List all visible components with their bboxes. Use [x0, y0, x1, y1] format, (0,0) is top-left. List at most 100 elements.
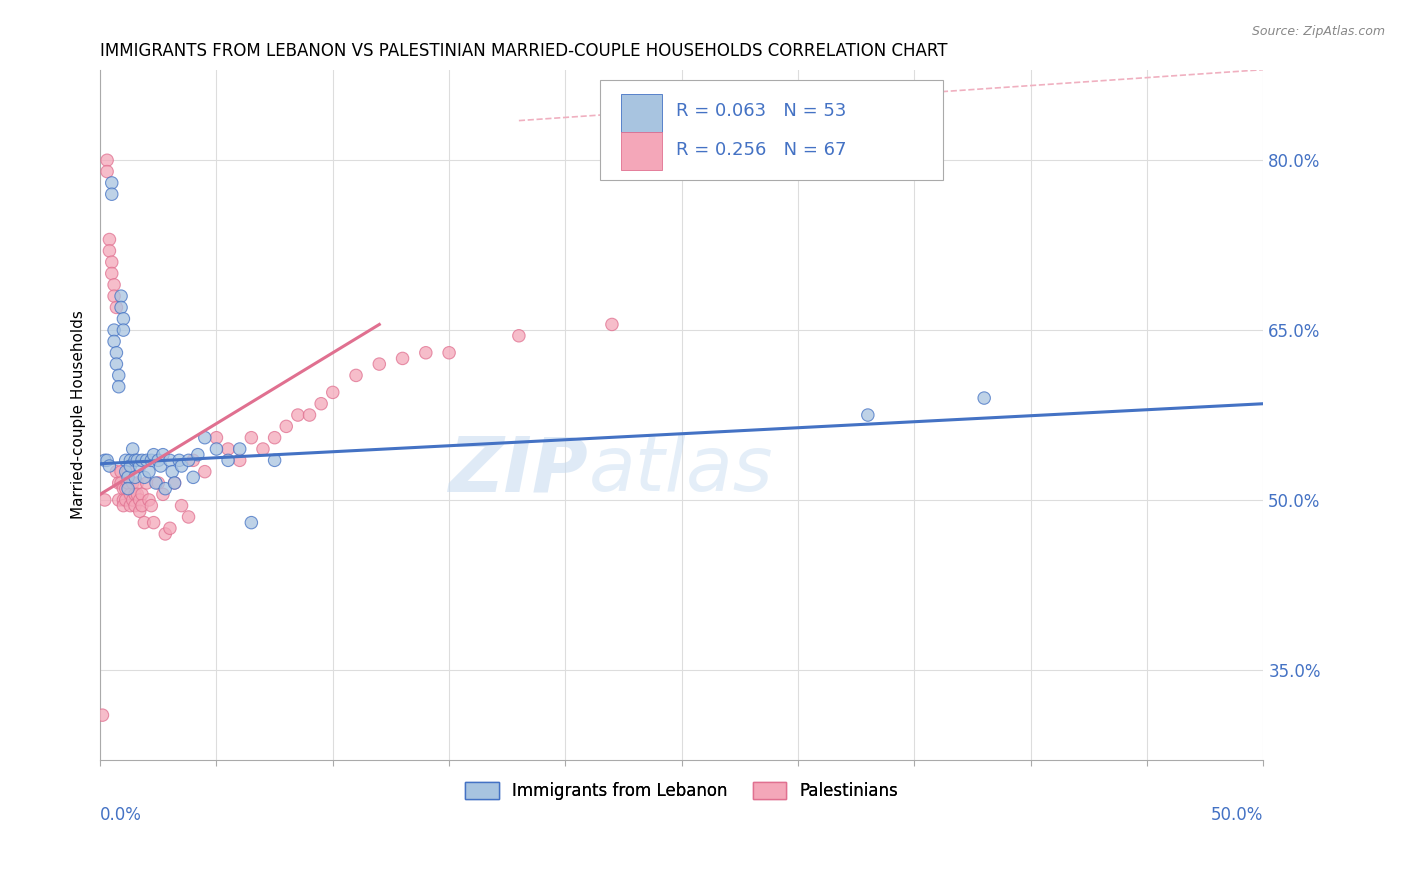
Point: [100, 255, 122, 269]
Point: [121, 475, 143, 490]
Point: [240, 431, 263, 445]
Y-axis label: Married-couple Households: Married-couple Households: [72, 310, 86, 519]
Point: [194, 465, 217, 479]
FancyBboxPatch shape: [621, 94, 662, 132]
Text: R = 0.063   N = 53: R = 0.063 N = 53: [676, 102, 846, 120]
Point: [107, 475, 129, 490]
Point: [96, 153, 118, 168]
Legend: Immigrants from Lebanon, Palestinians: Immigrants from Lebanon, Palestinians: [465, 782, 898, 800]
Text: 50.0%: 50.0%: [1211, 805, 1264, 823]
Point: [391, 351, 413, 366]
Point: [194, 431, 217, 445]
Point: [148, 453, 170, 467]
Point: [112, 499, 135, 513]
Point: [112, 493, 135, 508]
Point: [120, 487, 142, 501]
Point: [105, 357, 128, 371]
Point: [170, 499, 193, 513]
Point: [149, 458, 172, 473]
Point: [159, 453, 181, 467]
Point: [141, 499, 163, 513]
Point: [128, 493, 150, 508]
Point: [167, 453, 190, 467]
Point: [973, 391, 995, 405]
Point: [163, 475, 186, 490]
Point: [263, 453, 285, 467]
Point: [368, 357, 391, 371]
Point: [508, 328, 530, 343]
Point: [112, 311, 135, 326]
Point: [128, 458, 150, 473]
Point: [240, 516, 263, 530]
FancyBboxPatch shape: [621, 132, 662, 169]
Text: R = 0.256   N = 67: R = 0.256 N = 67: [676, 142, 846, 160]
Point: [309, 397, 332, 411]
Point: [170, 458, 193, 473]
Point: [148, 475, 170, 490]
Point: [103, 323, 125, 337]
Point: [217, 453, 239, 467]
Point: [121, 493, 143, 508]
Point: [162, 465, 184, 479]
Point: [121, 442, 143, 456]
Point: [155, 527, 177, 541]
Point: [181, 453, 204, 467]
Point: [112, 482, 135, 496]
Point: [205, 442, 228, 456]
Point: [228, 453, 250, 467]
Point: [344, 368, 367, 383]
Point: [252, 442, 274, 456]
Point: [134, 470, 156, 484]
Point: [117, 465, 139, 479]
Point: [131, 453, 153, 467]
Point: [103, 289, 125, 303]
Point: [124, 470, 146, 484]
Point: [91, 708, 114, 723]
Point: [263, 431, 285, 445]
Point: [155, 482, 177, 496]
Point: [322, 385, 344, 400]
Point: [100, 176, 122, 190]
Point: [117, 482, 139, 496]
Point: [415, 345, 437, 359]
Point: [177, 453, 200, 467]
Point: [120, 453, 142, 467]
Point: [96, 453, 118, 467]
Point: [117, 475, 139, 490]
Point: [114, 453, 136, 467]
Point: [94, 453, 117, 467]
Point: [117, 470, 139, 484]
Point: [163, 475, 186, 490]
Point: [110, 465, 132, 479]
Text: ZIP: ZIP: [449, 434, 589, 508]
Point: [124, 453, 146, 467]
Point: [98, 244, 121, 258]
Point: [98, 233, 121, 247]
Text: 0.0%: 0.0%: [100, 805, 142, 823]
Point: [100, 267, 122, 281]
Point: [114, 493, 136, 508]
Point: [856, 408, 879, 422]
Point: [138, 493, 160, 508]
Point: [114, 482, 136, 496]
FancyBboxPatch shape: [600, 80, 943, 180]
Text: IMMIGRANTS FROM LEBANON VS PALESTINIAN MARRIED-COUPLE HOUSEHOLDS CORRELATION CHA: IMMIGRANTS FROM LEBANON VS PALESTINIAN M…: [100, 42, 948, 60]
Point: [128, 504, 150, 518]
Point: [287, 408, 309, 422]
Point: [107, 368, 129, 383]
Point: [298, 408, 321, 422]
Point: [152, 448, 174, 462]
Point: [159, 521, 181, 535]
Point: [105, 345, 128, 359]
Point: [181, 470, 204, 484]
Text: Source: ZipAtlas.com: Source: ZipAtlas.com: [1251, 25, 1385, 38]
Point: [152, 487, 174, 501]
Point: [110, 289, 132, 303]
Point: [437, 345, 460, 359]
Point: [105, 465, 128, 479]
Point: [131, 499, 153, 513]
Point: [276, 419, 298, 434]
Text: atlas: atlas: [589, 434, 773, 508]
Point: [112, 323, 135, 337]
Point: [142, 448, 165, 462]
